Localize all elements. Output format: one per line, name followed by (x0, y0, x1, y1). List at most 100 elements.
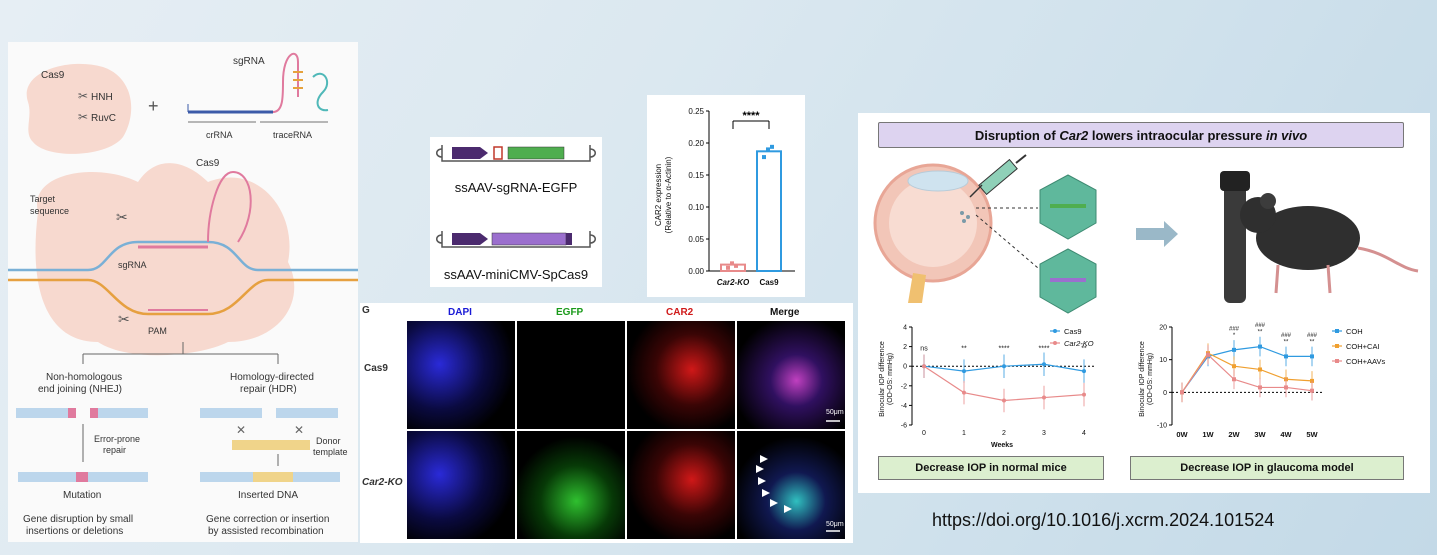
y-axis-label: Binocular IOP difference (1139, 341, 1146, 417)
x-tick-label: 3W (1254, 430, 1266, 439)
title-gene: Car2 (1059, 127, 1089, 143)
x-tick-label: 2W (1228, 430, 1240, 439)
x-tick-label: 5W (1306, 430, 1318, 439)
y-tick-label: 10 (1159, 357, 1167, 364)
legend-label: Car2-KO (1064, 339, 1094, 348)
iop-illustration (873, 154, 1419, 314)
promoter-arrow (452, 233, 488, 245)
microscopy-grid (407, 321, 845, 539)
hnh-label: HNH (91, 92, 113, 103)
annotation-hash: ### (1307, 333, 1318, 339)
data-point (1002, 364, 1006, 369)
gene-correction-2: by assisted recombination (208, 526, 324, 537)
x-tick-label: 0 (922, 430, 926, 437)
image-ko-car2 (627, 431, 735, 539)
series-line (1181, 353, 1313, 393)
legend-swatch-dot (1053, 329, 1057, 333)
title-post: in vivo (1265, 127, 1308, 143)
data-point (1284, 354, 1288, 359)
image-ko-merge (737, 431, 845, 539)
legend-label: Cas9 (1064, 327, 1082, 336)
x-axis-label: Weeks (991, 442, 1013, 449)
pam-label: PAM (148, 326, 167, 336)
hdr-title-2: repair (HDR) (240, 384, 297, 395)
microscopy-panel: G DAPI EGFP CAR2 Merge Cas9 Car2-KO 50μm… (360, 303, 853, 543)
gene-correction-1: Gene correction or insertion (206, 514, 329, 525)
vector2-label: ssAAV-miniCMV-SpCas9 (444, 267, 588, 282)
y-tick-label: 20 (1159, 325, 1167, 332)
data-point (1284, 385, 1288, 390)
data-point (1206, 352, 1210, 357)
vector-diagram: ssAAV-sgRNA-EGFP ssAAV-miniCMV-SpCas9 (436, 145, 596, 282)
mutation-site (76, 472, 88, 482)
target-sequence-label-1: Target (30, 194, 56, 204)
significance-label: ** (1081, 346, 1087, 353)
scissors-icon: ✂ (78, 89, 88, 103)
iop-panel: Disruption of Car2 lowers intraocular pr… (858, 113, 1430, 493)
donor-template-dna (232, 440, 310, 450)
annotation-star: ** (1310, 339, 1315, 345)
annotation-star: ** (1284, 339, 1289, 345)
aav-capsid-egfp (1039, 174, 1097, 240)
legend-label: COH+AAVs (1346, 357, 1385, 366)
data-point (730, 261, 734, 266)
donor-2: template (313, 447, 348, 457)
mutation-label: Mutation (63, 490, 101, 501)
y-tick-label: -6 (901, 423, 907, 430)
x-tick-label: 1W (1202, 430, 1214, 439)
data-point (770, 144, 774, 149)
iop-chart-glaucoma: Binocular IOP difference (OD-OS: mmHg) -… (1139, 323, 1385, 439)
row-label-car2-ko: Car2-KO (362, 477, 403, 488)
data-point (1310, 378, 1314, 383)
data-point (1082, 369, 1086, 374)
tonometer-icon (1220, 171, 1250, 303)
data-point (766, 147, 770, 152)
polya-cassette (566, 233, 572, 245)
inserted-segment (253, 472, 293, 482)
title-mid: lowers intraocular pressure (1088, 127, 1266, 143)
legend-label: COH+CAI (1346, 342, 1380, 351)
scissors-icon: ✂ (118, 311, 130, 327)
legend-swatch-dot (1053, 341, 1057, 345)
y-tick-label: 0.15 (688, 171, 704, 180)
legend-swatch-dot (1335, 359, 1339, 363)
data-point (1232, 347, 1236, 352)
data-point (1258, 385, 1262, 390)
cas9-complex-label: Cas9 (196, 158, 220, 169)
y-axis-label: CAR2 expression (654, 164, 663, 226)
x-tick-label: Cas9 (759, 278, 779, 287)
image-cas9-car2 (627, 321, 735, 429)
data-point (1310, 388, 1314, 393)
image-cas9-dapi (407, 321, 515, 429)
scale-label: 50μm (826, 521, 844, 528)
vector1-label: ssAAV-sgRNA-EGFP (455, 180, 578, 195)
plus-sign: + (148, 96, 159, 116)
cas9-label: Cas9 (41, 70, 65, 81)
legend-swatch-dot (1335, 329, 1339, 333)
y-tick-label: 0.05 (688, 235, 704, 244)
error-prone-1: Error-prone (94, 434, 140, 444)
data-point (1310, 354, 1314, 359)
data-point (1180, 390, 1184, 395)
dna-helix (8, 240, 358, 316)
row-label-cas9: Cas9 (364, 363, 388, 374)
x-tick-label: 1 (962, 430, 966, 437)
sgrna-cassette (493, 146, 503, 160)
iop-chart-normal-mice: Binocular IOP difference (OD-OS: mmHg) -… (879, 325, 1096, 449)
doi-link[interactable]: https://doi.org/10.1016/j.xcrm.2024.1015… (932, 510, 1275, 530)
crrna-label: crRNA (206, 130, 233, 140)
significance-label: ** (961, 346, 967, 353)
gene-disruption-2: insertions or deletions (26, 526, 123, 537)
data-point (1082, 392, 1086, 397)
col-label-merge: Merge (770, 307, 800, 318)
image-cas9-merge (737, 321, 845, 429)
x-tick-label: Car2-KO (717, 278, 750, 287)
image-ko-egfp (517, 431, 625, 539)
nhej-title-1: Non-homologous (46, 372, 122, 383)
spcas9-cassette (491, 232, 567, 246)
gene-disruption-1: Gene disruption by small (23, 514, 133, 525)
y-tick-label: 0 (1163, 390, 1167, 397)
scissors-icon: ✂ (78, 110, 88, 124)
y-tick-label: 0.20 (688, 139, 704, 148)
syringe-icon (969, 154, 1027, 198)
